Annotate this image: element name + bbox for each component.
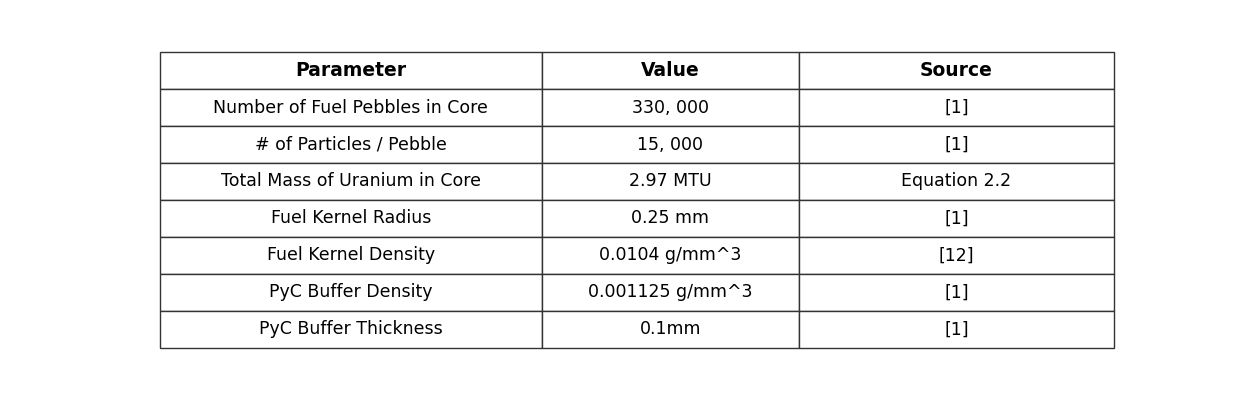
Bar [542, 126, 799, 163]
Text: # of Particles / Pebble: # of Particles / Pebble [255, 135, 447, 154]
Bar [799, 163, 1114, 200]
Text: Equation 2.2: Equation 2.2 [901, 173, 1012, 190]
Bar [799, 274, 1114, 311]
Text: 0.0104 g/mm^3: 0.0104 g/mm^3 [599, 246, 742, 265]
Bar [542, 237, 799, 274]
Text: [1]: [1] [945, 320, 968, 338]
Text: [1]: [1] [945, 135, 968, 154]
Bar [542, 200, 799, 237]
Text: 330, 000: 330, 000 [631, 99, 709, 116]
Bar [160, 126, 542, 163]
Text: Fuel Kernel Radius: Fuel Kernel Radius [271, 209, 431, 227]
Text: 0.25 mm: 0.25 mm [631, 209, 710, 227]
Bar [160, 89, 542, 126]
Text: Number of Fuel Pebbles in Core: Number of Fuel Pebbles in Core [214, 99, 488, 116]
Text: Parameter: Parameter [296, 61, 406, 80]
Text: Source: Source [920, 61, 993, 80]
Bar [160, 52, 542, 89]
Text: [1]: [1] [945, 209, 968, 227]
Bar [542, 52, 799, 89]
Text: Value: Value [641, 61, 700, 80]
Bar [799, 237, 1114, 274]
Text: 15, 000: 15, 000 [638, 135, 704, 154]
Text: PyC Buffer Thickness: PyC Buffer Thickness [259, 320, 443, 338]
Text: 2.97 MTU: 2.97 MTU [629, 173, 712, 190]
Bar [542, 311, 799, 348]
Bar [160, 237, 542, 274]
Bar [799, 89, 1114, 126]
Bar [160, 311, 542, 348]
Bar [542, 163, 799, 200]
Text: Total Mass of Uranium in Core: Total Mass of Uranium in Core [221, 173, 481, 190]
Bar [160, 163, 542, 200]
Bar [799, 52, 1114, 89]
Bar [799, 126, 1114, 163]
Text: [12]: [12] [938, 246, 975, 265]
Text: Fuel Kernel Density: Fuel Kernel Density [267, 246, 435, 265]
Bar [799, 311, 1114, 348]
Text: [1]: [1] [945, 99, 968, 116]
Bar [160, 200, 542, 237]
Bar [542, 89, 799, 126]
Bar [542, 274, 799, 311]
Text: 0.001125 g/mm^3: 0.001125 g/mm^3 [588, 284, 753, 301]
Text: 0.1mm: 0.1mm [640, 320, 701, 338]
Bar [160, 274, 542, 311]
Text: PyC Buffer Density: PyC Buffer Density [270, 284, 433, 301]
Bar [799, 200, 1114, 237]
Text: [1]: [1] [945, 284, 968, 301]
